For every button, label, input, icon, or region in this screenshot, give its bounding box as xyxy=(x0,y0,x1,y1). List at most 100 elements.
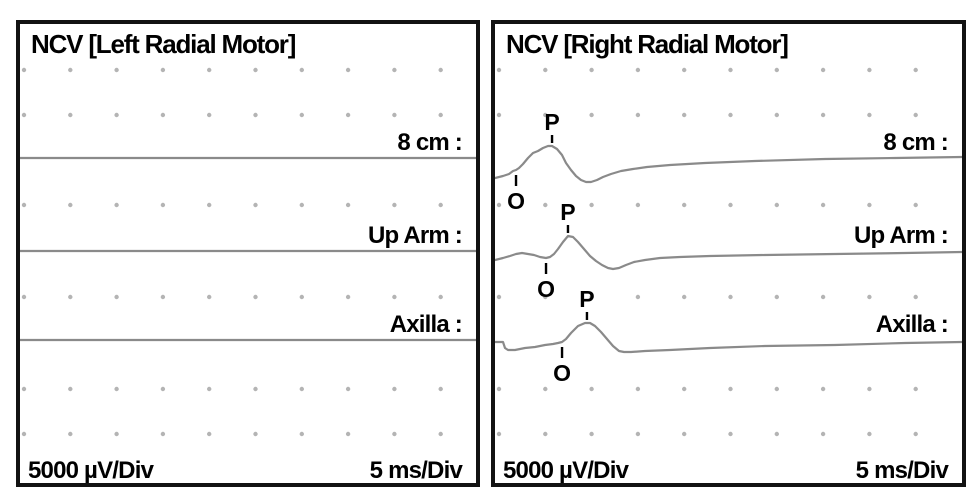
grid-dot xyxy=(21,386,27,392)
grid-dot xyxy=(589,431,594,437)
grid-dot xyxy=(635,202,641,208)
grid-dot xyxy=(728,67,733,73)
grid-dot xyxy=(867,202,872,208)
grid-dot xyxy=(160,294,166,300)
grid-dot xyxy=(68,294,73,300)
grid-dot xyxy=(774,112,779,118)
trace-label-axilla: Axilla : xyxy=(875,311,949,338)
grid-dot xyxy=(543,294,548,300)
grid-dot xyxy=(728,386,733,392)
grid-dot xyxy=(728,294,733,300)
marker-p-label: P xyxy=(544,109,559,135)
grid-dot xyxy=(913,112,918,118)
grid-dot xyxy=(207,294,212,300)
grid-dot xyxy=(114,67,119,73)
trace-label-8cm: 8 cm : xyxy=(883,129,948,156)
grid-dot xyxy=(867,294,872,300)
grid-dot xyxy=(543,431,548,437)
trace-waveform-3 xyxy=(495,321,962,354)
grid-dot xyxy=(299,386,304,392)
grid-dot xyxy=(635,386,641,392)
grid-dot xyxy=(774,431,779,437)
grid-dot xyxy=(207,431,212,437)
grid-dot xyxy=(913,294,918,300)
grid-dot xyxy=(68,112,73,118)
grid-dot xyxy=(68,67,73,73)
grid-dot xyxy=(913,386,918,392)
grid-dot xyxy=(543,67,548,73)
trace-waveform-2 xyxy=(495,234,962,271)
trace-label-8cm: 8 cm : xyxy=(397,129,462,156)
sensitivity-label: 5000 µV/Div xyxy=(28,457,154,484)
grid-dot xyxy=(345,386,351,392)
grid-dot xyxy=(160,431,166,437)
grid-dot xyxy=(496,386,502,392)
grid-dot xyxy=(392,112,397,118)
grid-dot xyxy=(682,431,687,437)
grid-dot xyxy=(392,431,397,437)
grid-dot xyxy=(207,112,212,118)
grid-dot xyxy=(345,431,351,437)
grid-dot xyxy=(728,431,733,437)
waveform-canvas-left xyxy=(20,67,476,437)
grid-dot xyxy=(68,431,73,437)
grid-dot xyxy=(774,294,779,300)
grid-dot xyxy=(589,67,594,73)
grid-dot xyxy=(21,202,27,208)
grid-dot xyxy=(635,67,641,73)
grid-dot xyxy=(345,294,351,300)
grid-dot xyxy=(867,386,872,392)
trace-label-axilla: Axilla : xyxy=(389,311,463,338)
grid-dot xyxy=(160,202,166,208)
grid-dot xyxy=(392,294,397,300)
grid-dot xyxy=(543,386,548,392)
grid-dot xyxy=(820,294,826,300)
grid-dot xyxy=(682,202,687,208)
grid-dot xyxy=(635,112,641,118)
grid-dot xyxy=(820,431,826,437)
grid-dot xyxy=(913,202,918,208)
trace-label-up-arm: Up Arm : xyxy=(367,222,463,249)
sweep-speed-label: 5 ms/Div xyxy=(369,457,463,484)
grid-dot xyxy=(253,202,258,208)
marker-p-label: P xyxy=(560,199,575,225)
grid-dot xyxy=(589,294,594,300)
grid-dot xyxy=(21,112,27,118)
grid-dot xyxy=(589,202,594,208)
trace-label-up-arm: Up Arm : xyxy=(853,222,949,249)
grid-dot xyxy=(345,112,351,118)
sweep-speed-label: 5 ms/Div xyxy=(855,457,949,484)
grid-dot xyxy=(207,67,212,73)
grid-dot xyxy=(438,202,443,208)
grid-dot xyxy=(253,294,258,300)
grid-dot xyxy=(867,112,872,118)
grid-dot xyxy=(589,112,594,118)
grid-dot xyxy=(438,112,443,118)
grid-dot xyxy=(253,67,258,73)
marker-p-label: P xyxy=(579,286,594,312)
grid-dot xyxy=(682,112,687,118)
grid-dot xyxy=(207,202,212,208)
grid-dot xyxy=(68,202,73,208)
grid-dot xyxy=(774,386,779,392)
grid-dot xyxy=(392,202,397,208)
sensitivity-label: 5000 µV/Div xyxy=(503,457,629,484)
grid-dot xyxy=(345,67,351,73)
marker-o-label: O xyxy=(537,276,555,302)
grid-dot xyxy=(253,386,258,392)
grid-dot xyxy=(253,431,258,437)
trace-waveform-1 xyxy=(495,144,962,184)
grid-dot xyxy=(299,431,304,437)
grid-dot xyxy=(820,112,826,118)
panel-left-inner: NCV [Left Radial Motor] 8 cm : Up Arm : … xyxy=(20,24,476,483)
grid-dot xyxy=(299,294,304,300)
grid-dot xyxy=(345,202,351,208)
grid-dot xyxy=(496,202,502,208)
grid-dot xyxy=(21,294,27,300)
grid-dot xyxy=(438,386,443,392)
grid-dot xyxy=(160,67,166,73)
grid-dot xyxy=(114,386,119,392)
grid-dot xyxy=(114,202,119,208)
